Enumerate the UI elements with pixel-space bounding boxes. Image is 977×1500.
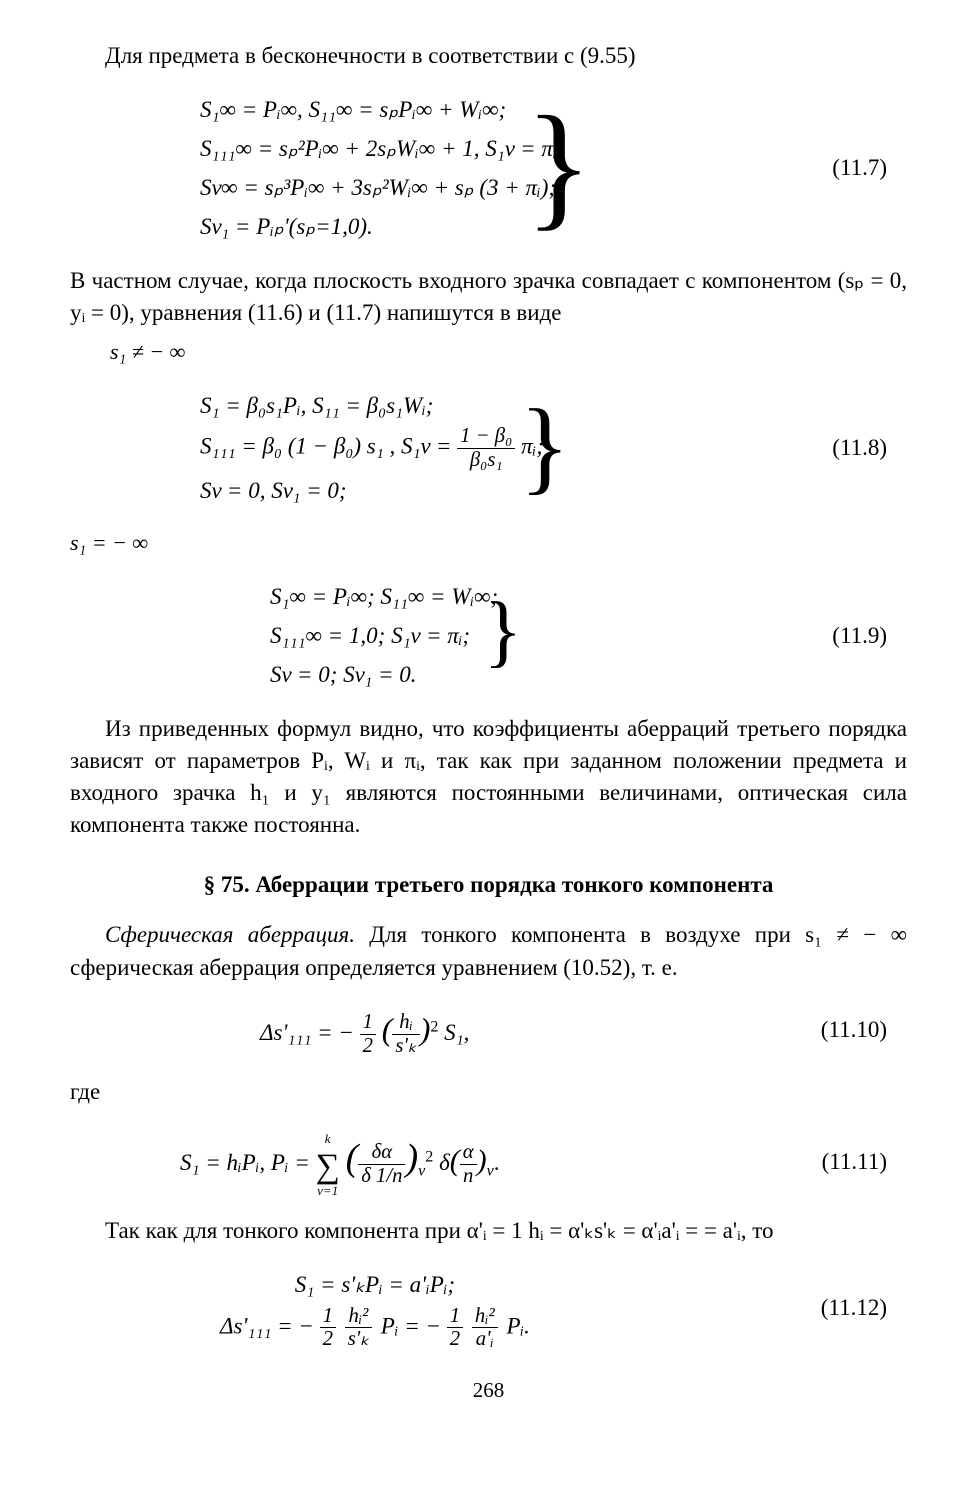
equation-11-12: S₁ = s'ₖPᵢ = a'ᵢPᵢ; Δs'₁₁₁ = − 1 2 hᵢ² s… <box>70 1265 907 1351</box>
section-75-title: § 75. Аберрации третьего порядка тонкого… <box>70 869 907 901</box>
eq-line: Δs'₁₁₁ = − 1 2 hᵢ² s'ₖ Pᵢ = − 1 2 hᵢ² a'… <box>220 1305 530 1352</box>
eq-line: Sᴠ∞ = sₚ³Pᵢ∞ + 3sₚ²Wᵢ∞ + sₚ (3 + πᵢ); <box>200 168 564 207</box>
equation-number: (11.10) <box>821 1014 907 1046</box>
condition-note-1: s₁ ≠ − ∞ <box>110 337 907 368</box>
where-label: где <box>70 1076 907 1108</box>
eq-line: S₁∞ = Pᵢ∞, S₁₁∞ = sₚPᵢ∞ + Wᵢ∞; <box>200 90 564 129</box>
eq-line: S₁₁₁∞ = 1,0; S₁ᴠ = πᵢ; <box>270 616 498 655</box>
equation-number: (11.8) <box>832 432 907 464</box>
equation-11-10: Δs'₁₁₁ = − 1 2 ( hᵢ s'ₖ )2 S₁, (11.10) <box>70 1002 907 1058</box>
paragraph-2: В частном случае, когда плоскость входно… <box>70 265 907 329</box>
page-number: 268 <box>70 1376 907 1405</box>
eq-line: Sᴠ = 0; Sᴠ₁ = 0. <box>270 655 498 694</box>
equation-11-7: S₁∞ = Pᵢ∞, S₁₁∞ = sₚPᵢ∞ + Wᵢ∞; S₁₁₁∞ = s… <box>70 90 907 246</box>
equation-11-8: S₁ = β₀s₁Pᵢ, S₁₁ = β₀s₁Wᵢ; S₁₁₁ = β₀ (1 … <box>70 386 907 511</box>
equation-11-9: S₁∞ = Pᵢ∞; S₁₁∞ = Wᵢ∞; S₁₁₁∞ = 1,0; S₁ᴠ … <box>70 577 907 694</box>
condition-note-2: s₁ = − ∞ <box>70 528 907 559</box>
equation-number: (11.7) <box>832 152 907 184</box>
eq-line: Sᴠ = 0, Sᴠ₁ = 0; <box>200 471 544 510</box>
eq-line: S₁ = β₀s₁Pᵢ, S₁₁ = β₀s₁Wᵢ; <box>200 386 544 425</box>
eq-line: S₁₁₁ = β₀ (1 − β₀) s₁ , S₁ᴠ = 1 − β₀ β₀s… <box>200 425 544 472</box>
eq-line: Sᴠ₁ = Pᵢₚ'(sₚ=1,0). <box>200 207 564 246</box>
term-italic: Сферическая аберрация. <box>105 922 355 947</box>
equation-11-11: S₁ = hᵢPᵢ, Pᵢ = k ∑ ν=1 ( δα δ 1/n )ν2 δ… <box>70 1126 907 1197</box>
paragraph-5: Так как для тонкого компонента при α'ᵢ =… <box>70 1215 907 1247</box>
equation-number: (11.9) <box>832 620 907 652</box>
eq-line: S₁∞ = Pᵢ∞; S₁₁∞ = Wᵢ∞; <box>270 577 498 616</box>
eq-line: S₁₁₁∞ = sₚ²Pᵢ∞ + 2sₚWᵢ∞ + 1, S₁ᴠ = πᵢ; <box>200 129 564 168</box>
paragraph-4: Сферическая аберрация. Для тонкого компо… <box>70 919 907 983</box>
paragraph-1: Для предмета в бесконечности в соответст… <box>70 40 907 72</box>
eq-line: S₁ = s'ₖPᵢ = a'ᵢPᵢ; <box>220 1265 530 1304</box>
equation-number: (11.11) <box>822 1146 907 1178</box>
equation-number: (11.12) <box>821 1292 907 1324</box>
paragraph-3: Из приведенных формул видно, что коэффиц… <box>70 713 907 842</box>
